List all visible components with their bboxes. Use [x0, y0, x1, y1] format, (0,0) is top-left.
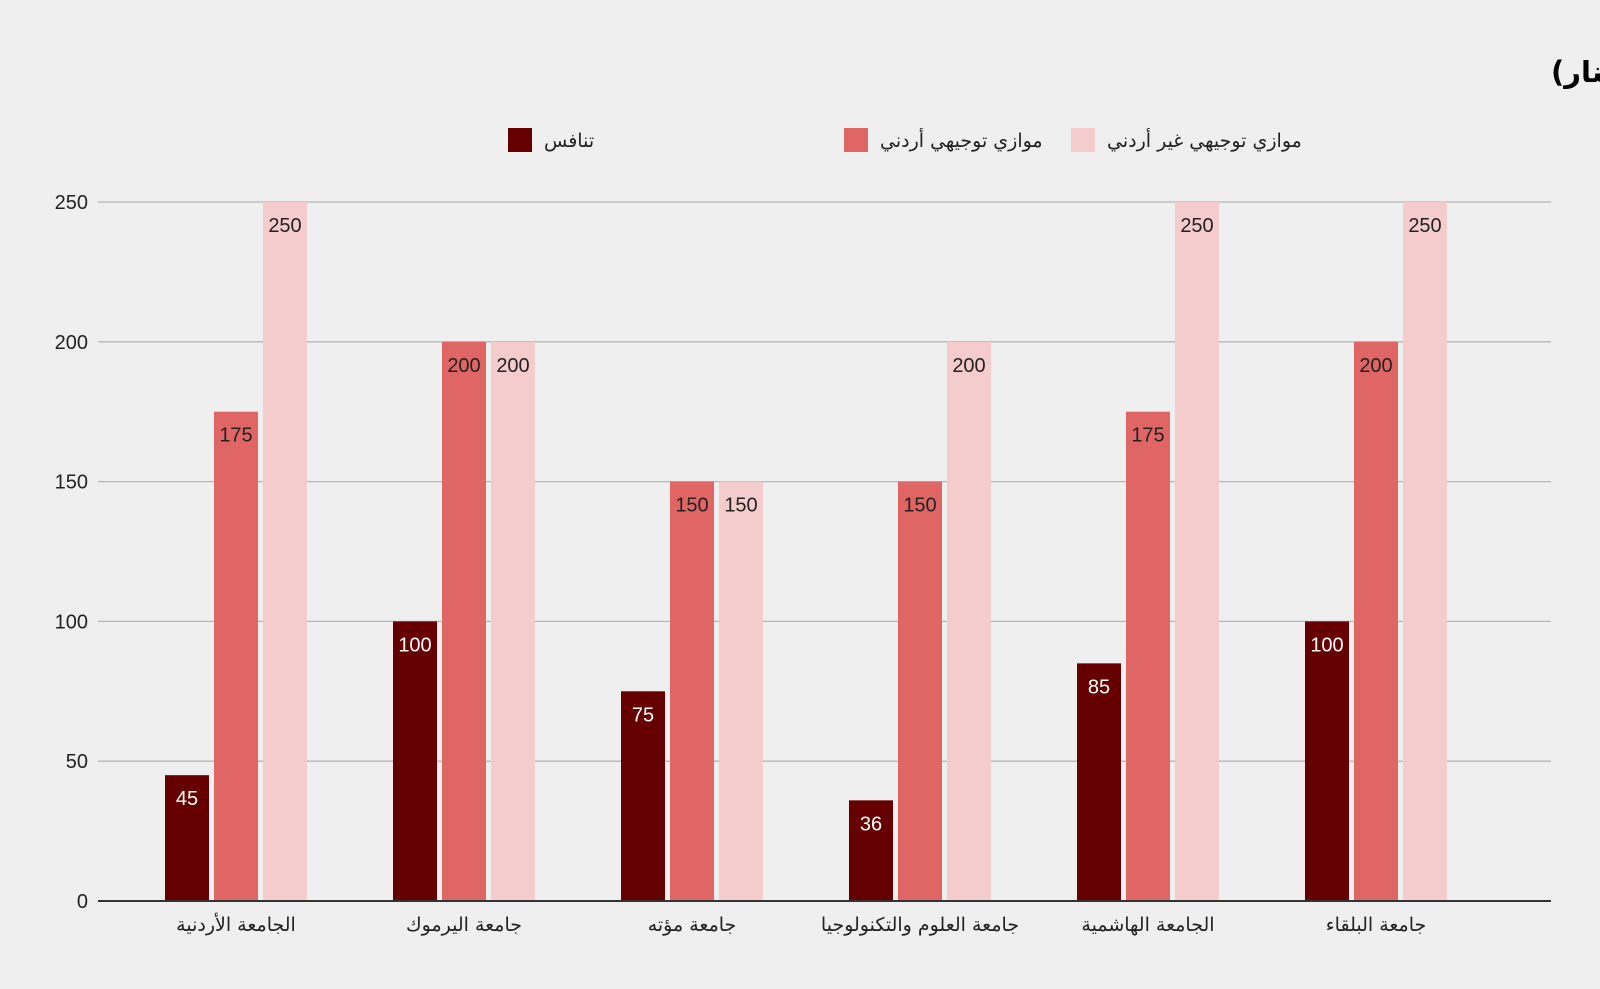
bar: [1403, 202, 1447, 901]
data-label: 150: [724, 495, 757, 517]
y-tick-label: 0: [77, 891, 88, 913]
bar: [263, 202, 307, 901]
x-tick-label: جامعة العلوم والتكنولوجيا: [821, 914, 1019, 936]
x-tick-label: الجامعة الهاشمية: [1081, 914, 1214, 936]
legend-swatch: [844, 128, 868, 152]
legend-label: موازي توجيهي أردني: [880, 128, 1043, 152]
bar: [1126, 411, 1170, 901]
y-tick-label: 250: [55, 192, 88, 214]
x-tick-label: الجامعة الأردنية: [176, 913, 296, 936]
x-tick-label: جامعة اليرموك: [406, 914, 522, 936]
y-tick-label: 150: [55, 472, 88, 494]
x-axis: الجامعة الأردنية جامعة اليرموك جامعة مؤته ج…: [98, 900, 1551, 936]
data-label: 100: [1310, 634, 1343, 656]
bar: [621, 691, 665, 901]
x-tick-label: جامعة مؤته: [648, 914, 737, 936]
data-label: 85: [1088, 676, 1110, 698]
data-label: 200: [447, 355, 480, 377]
data-label: 250: [268, 215, 301, 237]
legend: موازي توجيهي غير أردني موازي توجيهي أردني…: [508, 128, 1302, 152]
bar: [165, 775, 209, 901]
bar: [947, 341, 991, 901]
y-axis: 0 50 100 150 200 250: [55, 192, 88, 913]
data-label: 100: [398, 634, 431, 656]
data-label: 250: [1180, 215, 1213, 237]
data-label: 200: [952, 355, 985, 377]
bar: [670, 481, 714, 901]
bar: [719, 481, 763, 901]
data-label: 36: [860, 813, 882, 835]
legend-label: موازي توجيهي غير أردني: [1107, 128, 1302, 152]
data-label: 45: [176, 788, 198, 810]
data-label: 200: [1359, 355, 1392, 377]
data-label: 150: [675, 495, 708, 517]
bar: [849, 800, 893, 901]
bar: [1354, 341, 1398, 901]
x-tick-label: جامعة البلقاء: [1326, 914, 1427, 936]
legend-label: تنافس: [544, 130, 594, 152]
bar: [898, 481, 942, 901]
bars: [165, 202, 1447, 901]
y-tick-label: 200: [55, 332, 88, 354]
data-label: 175: [219, 425, 252, 447]
y-tick-label: 100: [55, 611, 88, 633]
bar: [214, 411, 258, 901]
bar: [1175, 202, 1219, 901]
data-labels: 45 175 250 100 200 200 75 150 150 36 150 200 85 175 25…: [176, 215, 1442, 835]
data-label: 75: [632, 704, 654, 726]
bar: [393, 621, 437, 901]
legend-swatch: [1071, 128, 1095, 152]
data-label: 150: [903, 495, 936, 517]
data-label: 200: [496, 355, 529, 377]
chart-title: رسوم تخصص الطب في الجامعات الحكومية (بال…: [1551, 55, 1600, 89]
bar: [491, 341, 535, 901]
bar: [442, 341, 486, 901]
bar: [1077, 663, 1121, 901]
data-label: 250: [1408, 215, 1441, 237]
data-label: 175: [1131, 425, 1164, 447]
bar: [1305, 621, 1349, 901]
y-tick-label: 50: [66, 751, 88, 773]
legend-swatch: [508, 128, 532, 152]
